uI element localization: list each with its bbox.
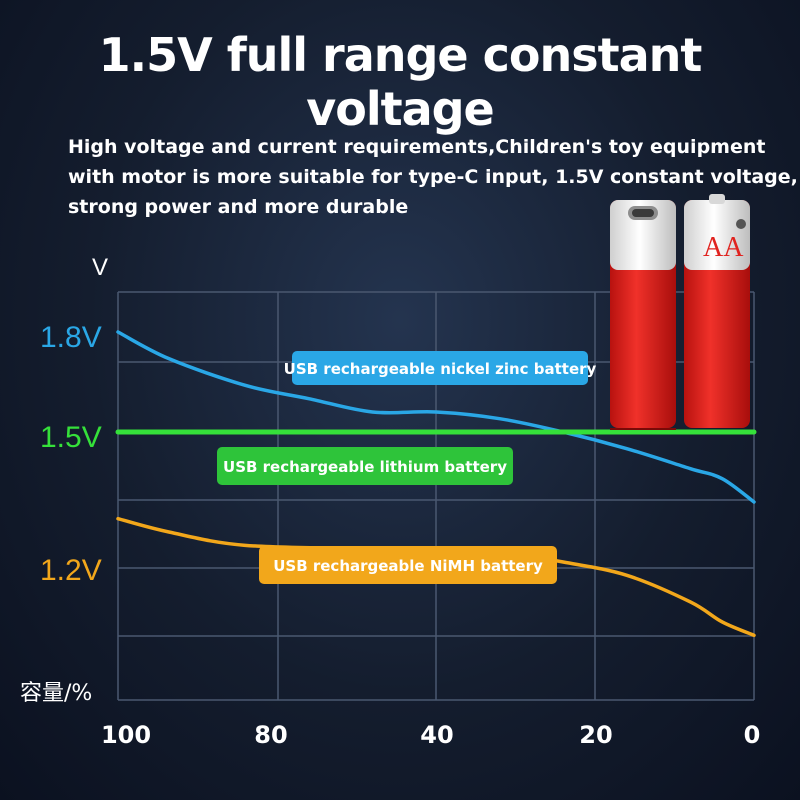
series-label-box-nimh: [259, 546, 557, 584]
x-tick-label: 0: [744, 721, 761, 749]
series-label-box-lithium: [217, 447, 513, 485]
battery-left: [610, 200, 676, 430]
x-tick-label: 40: [420, 721, 453, 749]
series-label-lithium: USB rechargeable lithium battery: [223, 458, 507, 476]
y-tick-label: 1.2V: [40, 554, 102, 587]
y-tick-label: 1.5V: [40, 421, 102, 454]
series-label-nimh: USB rechargeable NiMH battery: [273, 557, 543, 575]
x-axis-label: 容量/%: [20, 681, 92, 706]
y-axis-label: V: [92, 254, 108, 281]
series-label-box-nickel-zinc: [292, 351, 588, 385]
chart-ticks: 1.8V 1.5V 1.2V V 容量/% 100 80 40 20 0: [20, 254, 760, 749]
battery-image: AA: [610, 194, 750, 430]
chart-labels: USB rechargeable nickel zinc battery USB …: [217, 351, 597, 584]
battery-right: AA: [684, 194, 750, 428]
page-title: 1.5V full range constant voltage: [98, 28, 703, 136]
subtitle-line-1: High voltage and current requirements,Ch…: [68, 136, 766, 158]
y-tick-label: 1.8V: [40, 321, 102, 354]
battery-aa-label: AA: [703, 232, 744, 263]
subtitle: High voltage and current requirements,Ch…: [68, 132, 798, 222]
subtitle-line-3: strong power and more durable: [68, 196, 409, 218]
series-line-nickel-zinc: [116, 330, 756, 504]
x-tick-label: 80: [254, 721, 287, 749]
x-tick-label: 20: [579, 721, 612, 749]
series-label-nickel-zinc: USB rechargeable nickel zinc battery: [284, 360, 597, 378]
x-tick-label: 100: [101, 721, 151, 749]
subtitle-line-2: with motor is more suitable for type-C i…: [68, 166, 798, 188]
